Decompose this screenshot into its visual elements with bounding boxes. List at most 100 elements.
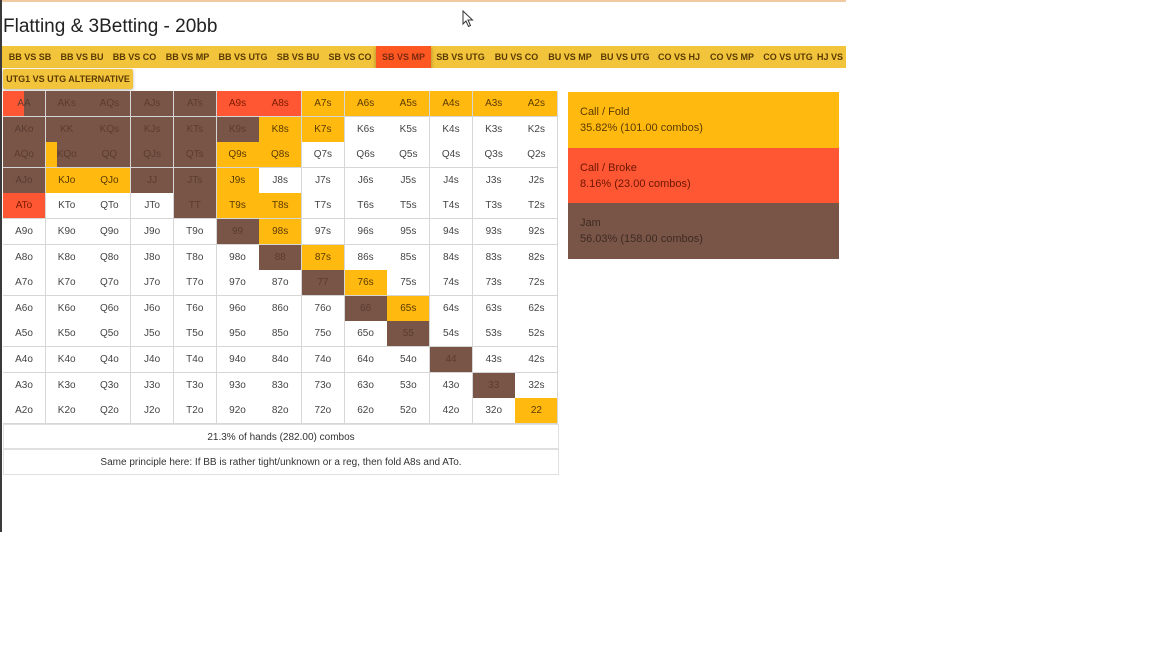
tab-sb-vs-utg[interactable]: SB VS UTG [436, 52, 485, 62]
tab-utg1-vs-utg-alternative[interactable]: UTG1 VS UTG ALTERNATIVE [3, 69, 133, 89]
hand-cell: AQo [3, 142, 46, 169]
hand-cell: KQs [88, 116, 132, 143]
hand-cell: KQo [45, 142, 89, 169]
hand-cell: T4s [430, 193, 473, 220]
hand-label: J3o [144, 379, 161, 391]
hand-label: 55 [402, 328, 414, 340]
hand-cell: AA [3, 91, 46, 117]
hand-cell: A9o [3, 219, 46, 245]
hand-label: K9s [228, 123, 247, 135]
tab-sb-vs-co[interactable]: SB VS CO [328, 52, 372, 62]
tab-bb-vs-mp[interactable]: BB VS MP [165, 52, 210, 62]
hand-label: K4o [57, 354, 76, 365]
hand-label: 86s [357, 251, 374, 263]
hand-label: 32o [485, 405, 503, 417]
tab-bu-vs-co[interactable]: BU VS CO [494, 52, 539, 62]
hand-cell: AKs [45, 91, 89, 117]
range-summary: 21.3% of hands (282.00) combos [3, 424, 559, 449]
hand-label: T4o [186, 354, 204, 365]
legend-call-broke: Call / Broke 8.16% (23.00 combos) [568, 148, 839, 203]
hand-label: ATo [15, 200, 33, 212]
hand-label: AJo [15, 174, 33, 186]
hand-label: A7o [15, 277, 33, 289]
hand-label: Q7s [313, 149, 333, 161]
hand-label: 64s [442, 302, 460, 314]
hand-label: 84s [442, 251, 460, 263]
hand-label: T8s [271, 200, 289, 212]
hand-cell: 98s [259, 219, 303, 245]
hand-cell: 72o [301, 398, 345, 425]
tab-co-vs-mp[interactable]: CO VS MP [709, 52, 754, 62]
hand-label: J2s [528, 174, 545, 186]
hand-label: T9o [186, 226, 204, 237]
hand-label: 83s [485, 251, 502, 263]
hand-cell: A4o [3, 347, 46, 373]
hand-cell: 72s [515, 270, 559, 297]
hand-cell: Q3o [88, 372, 132, 399]
hand-cell: J9s [216, 167, 260, 194]
hand-cell: A3o [3, 372, 46, 399]
hand-label: 98o [229, 251, 246, 263]
hand-label: T2s [528, 200, 545, 212]
hand-label: K9o [57, 226, 76, 237]
hand-label: 77 [317, 277, 329, 289]
hand-cell: A2o [3, 398, 46, 425]
hand-label: 43s [485, 354, 502, 365]
hand-label: KTo [58, 200, 76, 212]
tab-bu-vs-mp[interactable]: BU VS MP [548, 52, 592, 62]
hand-cell: J5s [387, 167, 431, 194]
tab-hj-vs-mp[interactable]: HJ VS MP [817, 52, 846, 62]
hand-cell: 85o [259, 321, 303, 348]
hand-label: A6s [356, 98, 375, 109]
hand-label: QJo [100, 174, 119, 186]
hand-cell: 32s [515, 372, 559, 399]
hand-cell: 95s [387, 219, 431, 245]
tab-sb-vs-bu[interactable]: SB VS BU [276, 52, 320, 62]
hand-cell: J6o [131, 295, 175, 322]
hand-cell: J4s [430, 167, 473, 194]
hand-cell: J9o [131, 219, 175, 245]
tab-sb-vs-mp[interactable]: SB VS MP [376, 46, 431, 68]
hand-cell: KJs [131, 116, 175, 143]
hand-cell: A5o [3, 321, 46, 348]
hand-cell: 82s [515, 244, 559, 271]
hand-label: Q3s [484, 149, 503, 161]
legend-call-fold-title: Call / Fold [580, 106, 630, 118]
hand-cell: T8s [259, 193, 303, 220]
hand-label: Q3o [99, 379, 119, 391]
tab-co-vs-hj[interactable]: CO VS HJ [657, 52, 700, 62]
hand-cell: A2s [515, 91, 559, 117]
hand-label: AKo [14, 123, 34, 135]
hand-cell: K3o [45, 372, 89, 399]
legend-call-fold-percent: 35.82% (101.00 combos) [580, 122, 703, 134]
tab-bb-vs-co[interactable]: BB VS CO [112, 52, 157, 62]
hand-label: 97s [314, 226, 331, 237]
hand-cell: KTs [173, 116, 217, 143]
tab-bb-vs-utg[interactable]: BB VS UTG [218, 52, 268, 62]
hand-cell: J3s [472, 167, 516, 194]
hand-label: T8o [186, 251, 204, 263]
hand-label: K6o [57, 302, 76, 314]
hand-label: 87s [314, 251, 331, 263]
hand-cell: 74o [301, 347, 345, 373]
tab-bb-vs-bu[interactable]: BB VS BU [60, 52, 104, 62]
call-broke-segment [3, 91, 24, 116]
hand-label: A8s [271, 98, 289, 109]
hand-cell: J8s [259, 167, 303, 194]
tab-co-vs-utg[interactable]: CO VS UTG [763, 52, 813, 62]
hand-label: J3s [485, 174, 502, 186]
hand-label: A4s [442, 98, 460, 109]
hand-cell: QQ [88, 142, 132, 169]
hand-cell: T5s [387, 193, 431, 220]
hand-cell: 92s [515, 219, 559, 245]
hand-cell: 33 [472, 372, 516, 399]
hand-label: 65o [357, 328, 374, 340]
tab-bu-vs-utg[interactable]: BU VS UTG [600, 52, 650, 62]
hand-cell: Q8o [88, 244, 132, 271]
hand-label: Q4s [441, 149, 461, 161]
tab-bb-vs-sb[interactable]: BB VS SB [8, 52, 52, 62]
hand-label: A3s [485, 98, 503, 109]
hand-label: 97o [229, 277, 246, 289]
hand-label: QQ [101, 149, 118, 161]
page-title: Flatting & 3Betting - 20bb [3, 16, 218, 37]
